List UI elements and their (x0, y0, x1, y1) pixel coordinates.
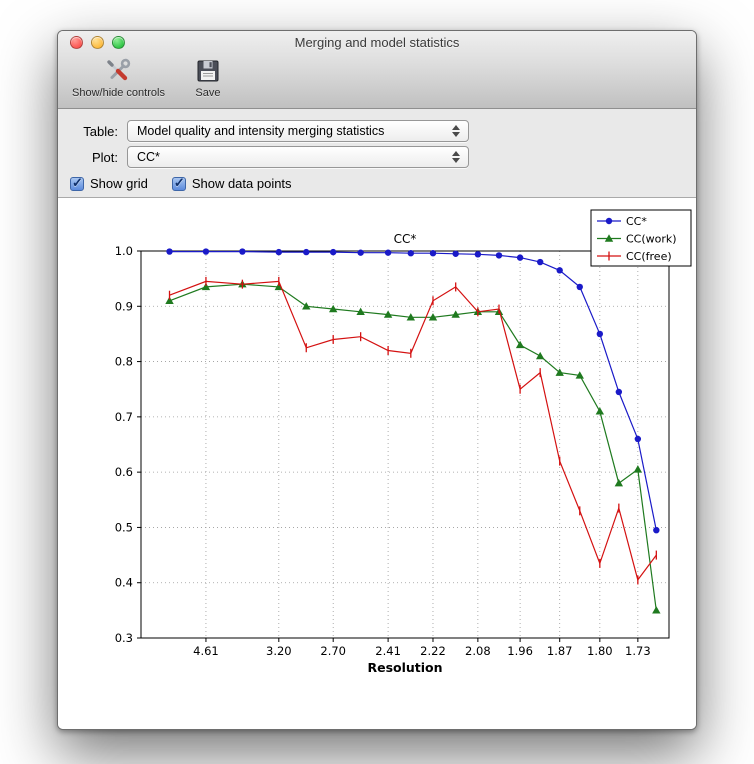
zoom-button[interactable] (112, 36, 125, 49)
svg-text:4.61: 4.61 (193, 644, 219, 658)
controls-panel: Table: Model quality and intensity mergi… (58, 109, 696, 198)
svg-text:0.4: 0.4 (115, 576, 133, 590)
show-data-points-checkbox[interactable] (171, 175, 186, 191)
svg-text:1.0: 1.0 (115, 244, 133, 258)
popup-arrows-icon (447, 125, 465, 137)
plot-area: 4.61 3.20 2.70 2.41 2.22 2.08 1.96 1.87 1.80 1.73… (58, 198, 696, 729)
popup-arrows-icon (447, 151, 465, 163)
app-window: Merging and model statistics Show/hide c… (57, 30, 697, 730)
traffic-lights (70, 36, 125, 49)
close-button[interactable] (70, 36, 83, 49)
plot-row: Plot: CC* (58, 144, 696, 170)
svg-text:2.08: 2.08 (465, 644, 491, 658)
save-icon (195, 56, 221, 86)
show-hide-controls-button[interactable]: Show/hide controls (72, 56, 165, 99)
show-data-points-label: Show data points (191, 176, 292, 191)
table-label: Table: (83, 123, 118, 139)
save-button[interactable]: Save (195, 56, 221, 99)
show-hide-controls-label: Show/hide controls (72, 87, 165, 99)
svg-text:CC*: CC* (394, 232, 417, 246)
svg-text:0.6: 0.6 (115, 465, 133, 479)
checkbox-row: Show grid Show data points (58, 175, 696, 191)
window-header: Merging and model statistics Show/hide c… (58, 31, 696, 109)
svg-text:1.80: 1.80 (587, 644, 613, 658)
svg-text:2.41: 2.41 (375, 644, 401, 658)
svg-text:1.87: 1.87 (547, 644, 573, 658)
table-row: Table: Model quality and intensity mergi… (58, 118, 696, 144)
svg-text:1.73: 1.73 (625, 644, 651, 658)
svg-text:2.70: 2.70 (320, 644, 346, 658)
svg-text:0.8: 0.8 (115, 355, 133, 369)
tools-icon (104, 56, 132, 86)
svg-text:CC(work): CC(work) (626, 233, 677, 246)
show-grid-label: Show grid (90, 176, 148, 191)
table-select-value: Model quality and intensity merging stat… (137, 124, 385, 138)
window-title: Merging and model statistics (294, 35, 460, 50)
svg-text:CC*: CC* (626, 215, 647, 228)
plot-select-value: CC* (137, 150, 160, 164)
toolbar: Show/hide controls Save (58, 54, 696, 99)
save-label: Save (195, 87, 221, 99)
show-data-points-option[interactable]: Show data points (171, 175, 292, 191)
svg-text:1.96: 1.96 (507, 644, 533, 658)
show-grid-checkbox[interactable] (70, 175, 84, 191)
svg-text:0.3: 0.3 (115, 631, 133, 645)
show-grid-option[interactable]: Show grid (70, 175, 148, 191)
svg-text:0.7: 0.7 (115, 410, 133, 424)
table-select[interactable]: Model quality and intensity merging stat… (127, 120, 469, 142)
statistics-chart: 4.61 3.20 2.70 2.41 2.22 2.08 1.96 1.87 1.80 1.73… (115, 209, 692, 675)
plot-label: Plot: (91, 149, 118, 165)
svg-text:Resolution: Resolution (367, 660, 442, 675)
titlebar: Merging and model statistics (58, 31, 696, 54)
svg-text:3.20: 3.20 (266, 644, 292, 658)
svg-text:CC(free): CC(free) (626, 250, 672, 263)
plot-select[interactable]: CC* (127, 146, 469, 168)
minimize-button[interactable] (91, 36, 104, 49)
svg-text:0.5: 0.5 (115, 520, 133, 534)
svg-text:0.9: 0.9 (115, 299, 133, 313)
svg-text:2.22: 2.22 (420, 644, 446, 658)
